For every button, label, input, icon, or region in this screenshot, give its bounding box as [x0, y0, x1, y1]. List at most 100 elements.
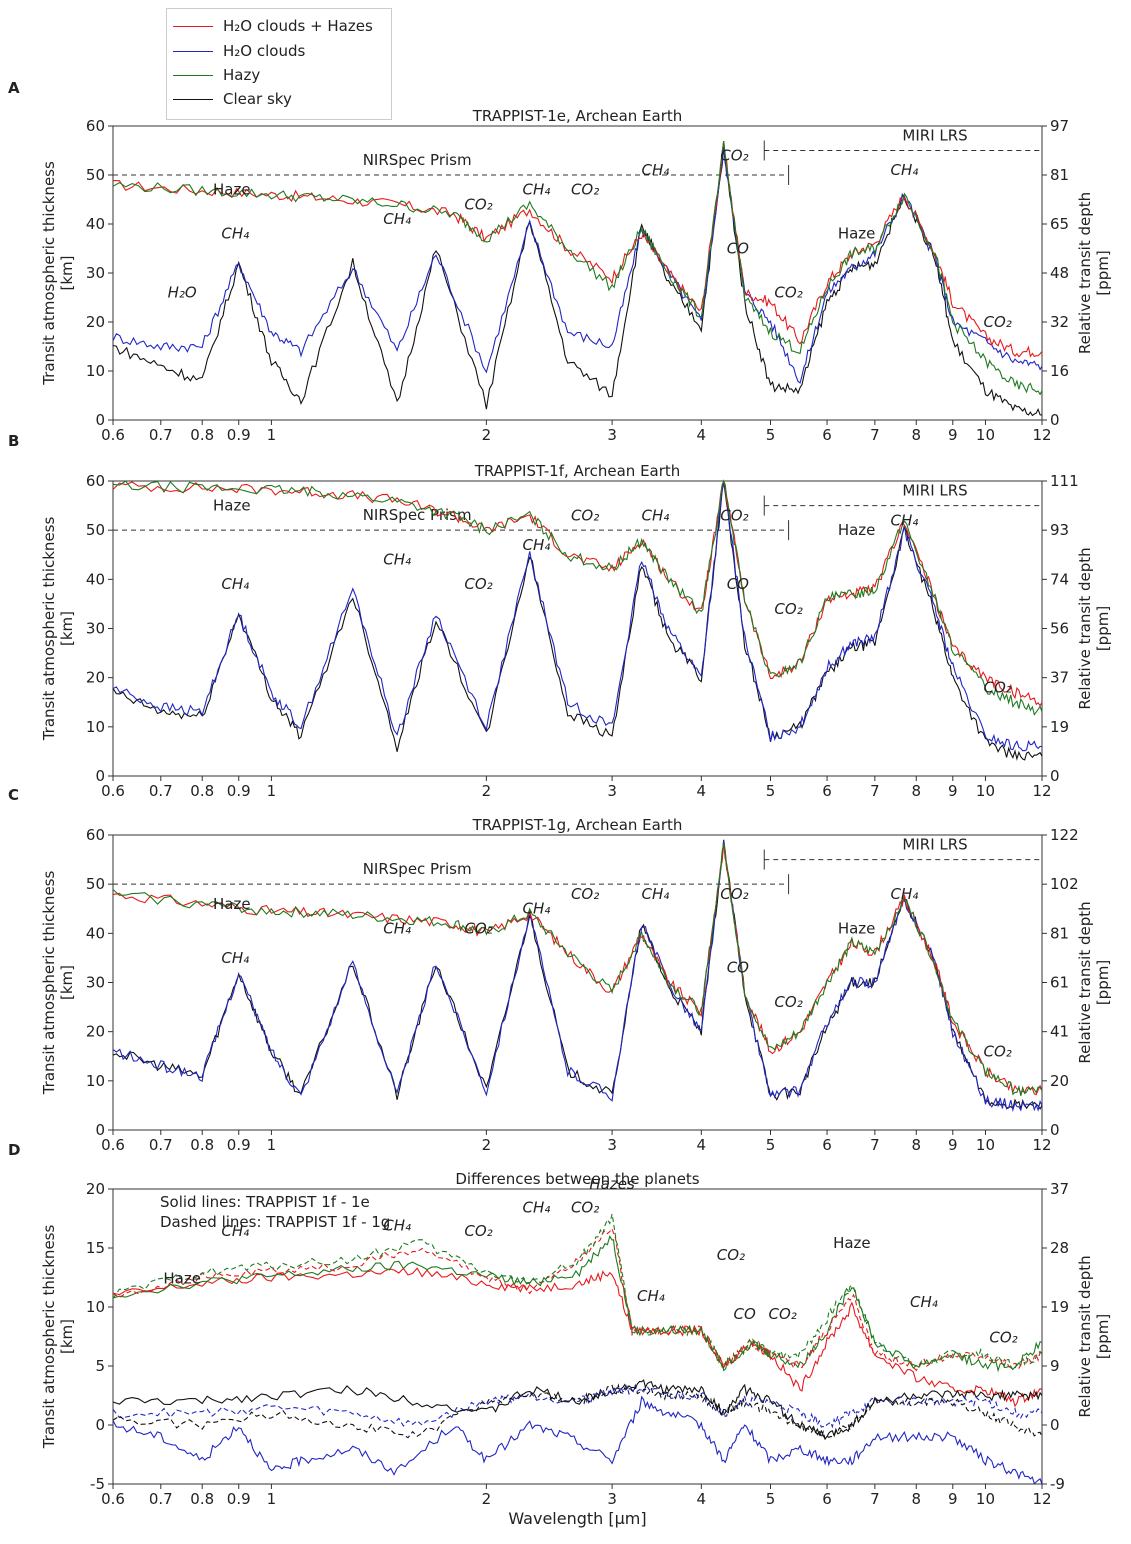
- y-tick-label: 10: [86, 718, 105, 736]
- y-axis-label-line: [km]: [58, 611, 76, 646]
- x-tick-label: 1: [267, 426, 277, 444]
- legend-label: H₂O clouds + Hazes: [223, 17, 373, 35]
- x-tick-label: 0.7: [149, 426, 173, 444]
- x-tick-label: 10: [976, 1490, 995, 1508]
- y-axis-right-label-line: Relative transit depth: [1076, 192, 1094, 354]
- x-tick-label: 6: [822, 1490, 832, 1508]
- spectral-annotation: CO₂: [720, 506, 748, 524]
- spectral-annotation: CO₂: [720, 885, 748, 903]
- y-tick-right-label: 122: [1050, 826, 1079, 844]
- spectral-annotation: Haze: [838, 521, 876, 539]
- y-tick-label: 30: [86, 620, 105, 638]
- y-axis-right-label-line: [ppm]: [1094, 250, 1112, 295]
- spectral-annotation: CO₂: [774, 284, 802, 302]
- x-tick-label: 0.6: [101, 782, 125, 800]
- spectral-annotation: CH₄: [642, 885, 670, 903]
- spectral-annotation: CO₂: [720, 146, 748, 164]
- y-axis-right-label-line: Relative transit depth: [1076, 1255, 1094, 1417]
- x-tick-label: 4: [697, 426, 707, 444]
- legend-item-hazy: Hazy: [173, 66, 260, 88]
- y-tick-right-label: 32: [1050, 313, 1069, 331]
- y-tick-right-label: -9: [1050, 1475, 1065, 1493]
- y-tick-right-label: 48: [1050, 264, 1069, 282]
- x-tick-label: 0.9: [227, 782, 251, 800]
- spectral-annotation: CO₂: [989, 1328, 1017, 1346]
- y-axis-label-line: Transit atmospheric thickness: [40, 1225, 58, 1450]
- y-tick-right-label: 19: [1050, 718, 1069, 736]
- y-tick-label: 20: [86, 669, 105, 687]
- legend-item-clouds: H₂O clouds: [173, 42, 305, 64]
- plot-frame: [112, 1188, 1043, 1485]
- spectral-annotation: Haze: [838, 225, 876, 243]
- spectral-annotation: CO₂: [571, 1199, 599, 1217]
- spectral-annotation: Haze: [163, 1269, 201, 1287]
- spectral-annotation: CO₂: [983, 313, 1011, 331]
- y-tick-label: 5: [95, 1357, 105, 1375]
- series-line: [112, 482, 1043, 752]
- x-tick-label: 8: [911, 1490, 921, 1508]
- y-tick-label: 60: [86, 117, 105, 135]
- y-axis-right-label-line: Relative transit depth: [1076, 901, 1094, 1063]
- x-tick-label: 0.8: [190, 1136, 214, 1154]
- y-axis-label-line: Transit atmospheric thickness: [40, 517, 58, 742]
- spectral-annotation: CO₂: [769, 1305, 797, 1323]
- x-tick-label: 7: [870, 782, 880, 800]
- y-tick-label: 60: [86, 826, 105, 844]
- x-tick-label: 7: [870, 426, 880, 444]
- y-tick-right-label: 41: [1050, 1023, 1069, 1041]
- spectral-annotation: CH₄: [221, 575, 249, 593]
- x-tick-label: 4: [697, 1490, 707, 1508]
- series-line: [112, 1213, 1043, 1371]
- panel-title: TRAPPIST-1e, Archean Earth: [472, 107, 683, 125]
- series-line: [112, 1383, 1043, 1441]
- miri-label: MIRI LRS: [902, 482, 967, 500]
- y-axis-right-label: Relative transit depth [ppm]: [1076, 547, 1112, 709]
- series-line: [112, 479, 1043, 716]
- x-tick-label: 0.8: [190, 1490, 214, 1508]
- spectral-annotation: CH₄: [891, 161, 919, 179]
- y-tick-right-label: 20: [1050, 1072, 1069, 1090]
- spectral-annotation: CO₂: [983, 1042, 1011, 1060]
- x-tick-label: 8: [911, 426, 921, 444]
- spectral-annotation: Hazes: [589, 1175, 635, 1193]
- series-line: [112, 1235, 1043, 1373]
- x-tick-label: 7: [870, 1490, 880, 1508]
- x-tick-label: 3: [607, 1490, 617, 1508]
- series-line: [112, 839, 1043, 1110]
- spectral-annotation: CH₄: [383, 210, 411, 228]
- series-line: [112, 146, 1043, 417]
- y-tick-right-label: 93: [1050, 521, 1069, 539]
- y-tick-right-label: 81: [1050, 924, 1069, 942]
- y-axis-label-line: Transit atmospheric thickness: [40, 871, 58, 1096]
- y-axis-right-label-line: [ppm]: [1094, 960, 1112, 1005]
- y-axis-label-line: [km]: [58, 255, 76, 290]
- x-tick-label: 12: [1032, 1490, 1051, 1508]
- y-tick-label: 10: [86, 1298, 105, 1316]
- y-tick-right-label: 0: [1050, 411, 1060, 429]
- nirspec-label: NIRSpec Prism: [363, 506, 472, 524]
- y-tick-label: 0: [95, 1416, 105, 1434]
- y-axis-right-label-line: Relative transit depth: [1076, 547, 1094, 709]
- spectral-annotation: CO₂: [717, 1246, 745, 1264]
- y-tick-label: 0: [95, 411, 105, 429]
- y-axis-label: Transit atmospheric thickness [km]: [40, 871, 76, 1096]
- spectral-annotation: CH₄: [522, 1199, 550, 1217]
- y-tick-right-label: 81: [1050, 166, 1069, 184]
- spectral-annotation: Haze: [213, 497, 251, 515]
- y-tick-right-label: 37: [1050, 1180, 1069, 1198]
- series-line: [112, 141, 1043, 396]
- y-tick-right-label: 61: [1050, 974, 1069, 992]
- series-line: [112, 843, 1043, 1096]
- x-tick-label: 9: [948, 426, 958, 444]
- legend-line-green: [173, 75, 213, 76]
- spectral-annotation: CH₄: [522, 536, 550, 554]
- x-tick-label: 12: [1032, 426, 1051, 444]
- spectral-annotation: CO: [734, 1305, 756, 1323]
- y-tick-right-label: 0: [1050, 767, 1060, 785]
- y-axis-label: Transit atmospheric thickness [km]: [40, 161, 76, 386]
- series-line: [112, 1395, 1043, 1485]
- panel-letter: B: [8, 432, 19, 450]
- y-axis-label-line: [km]: [58, 965, 76, 1000]
